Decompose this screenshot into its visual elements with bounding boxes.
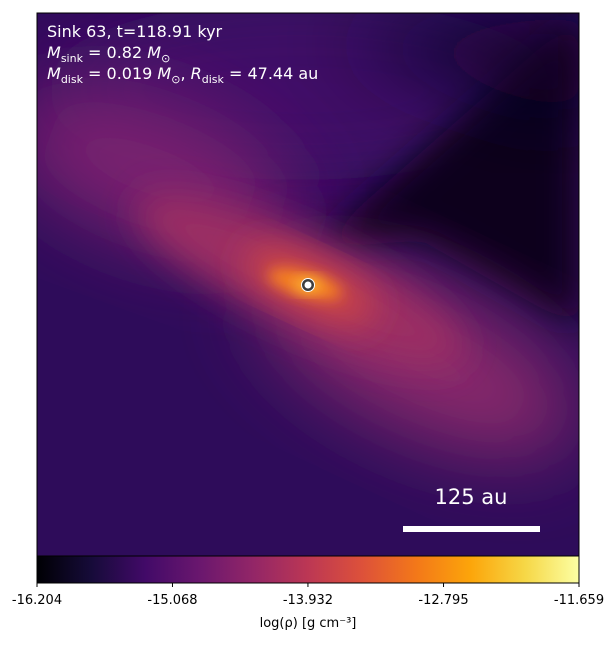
scale-bar-label: 125 au: [435, 485, 508, 509]
colorbar-tick-label: -12.795: [418, 593, 468, 608]
annotation-part: ,: [180, 64, 190, 83]
annotation-part: M: [47, 43, 61, 62]
annotation-part: sink: [61, 52, 84, 65]
annotation-part: M: [147, 43, 161, 62]
annotation-part: ⊙: [171, 73, 180, 86]
colorbar-tick-label: -11.659: [554, 593, 604, 608]
annotation-line: Mdisk = 0.019 M⊙, Rdisk = 47.44 au: [47, 64, 318, 86]
annotation-part: M: [157, 64, 171, 83]
density-image: [37, 13, 579, 556]
colorbar-label: log(ρ) [g cm⁻³]: [260, 616, 357, 631]
annotation-line: Msink = 0.82 M⊙: [47, 43, 170, 65]
colorbar-tick-label: -16.204: [12, 593, 62, 608]
colorbar-tick-label: -13.932: [283, 593, 333, 608]
annotation-part: = 0.82: [83, 43, 147, 62]
colorbar: [36, 555, 580, 584]
annotation-part: R: [191, 64, 202, 83]
colorbar-ticks: -16.204 -15.068 -13.932 -12.795 -11.659: [12, 583, 604, 608]
annotation-part: ⊙: [161, 52, 170, 65]
annotation-line: Sink 63, t=118.91 kyr: [47, 22, 223, 41]
colorbar-tick-label: -15.068: [147, 593, 197, 608]
scale-bar: [403, 526, 540, 532]
annotation-part: = 0.019: [83, 64, 157, 83]
annotation-part: = 47.44 au: [224, 64, 318, 83]
annotation-part: disk: [202, 73, 225, 86]
annotation-part: disk: [61, 73, 84, 86]
annotation-part: M: [47, 64, 61, 83]
sink-marker-core: [304, 281, 312, 289]
annotation-part: Sink 63, t=118.91 kyr: [47, 22, 223, 41]
